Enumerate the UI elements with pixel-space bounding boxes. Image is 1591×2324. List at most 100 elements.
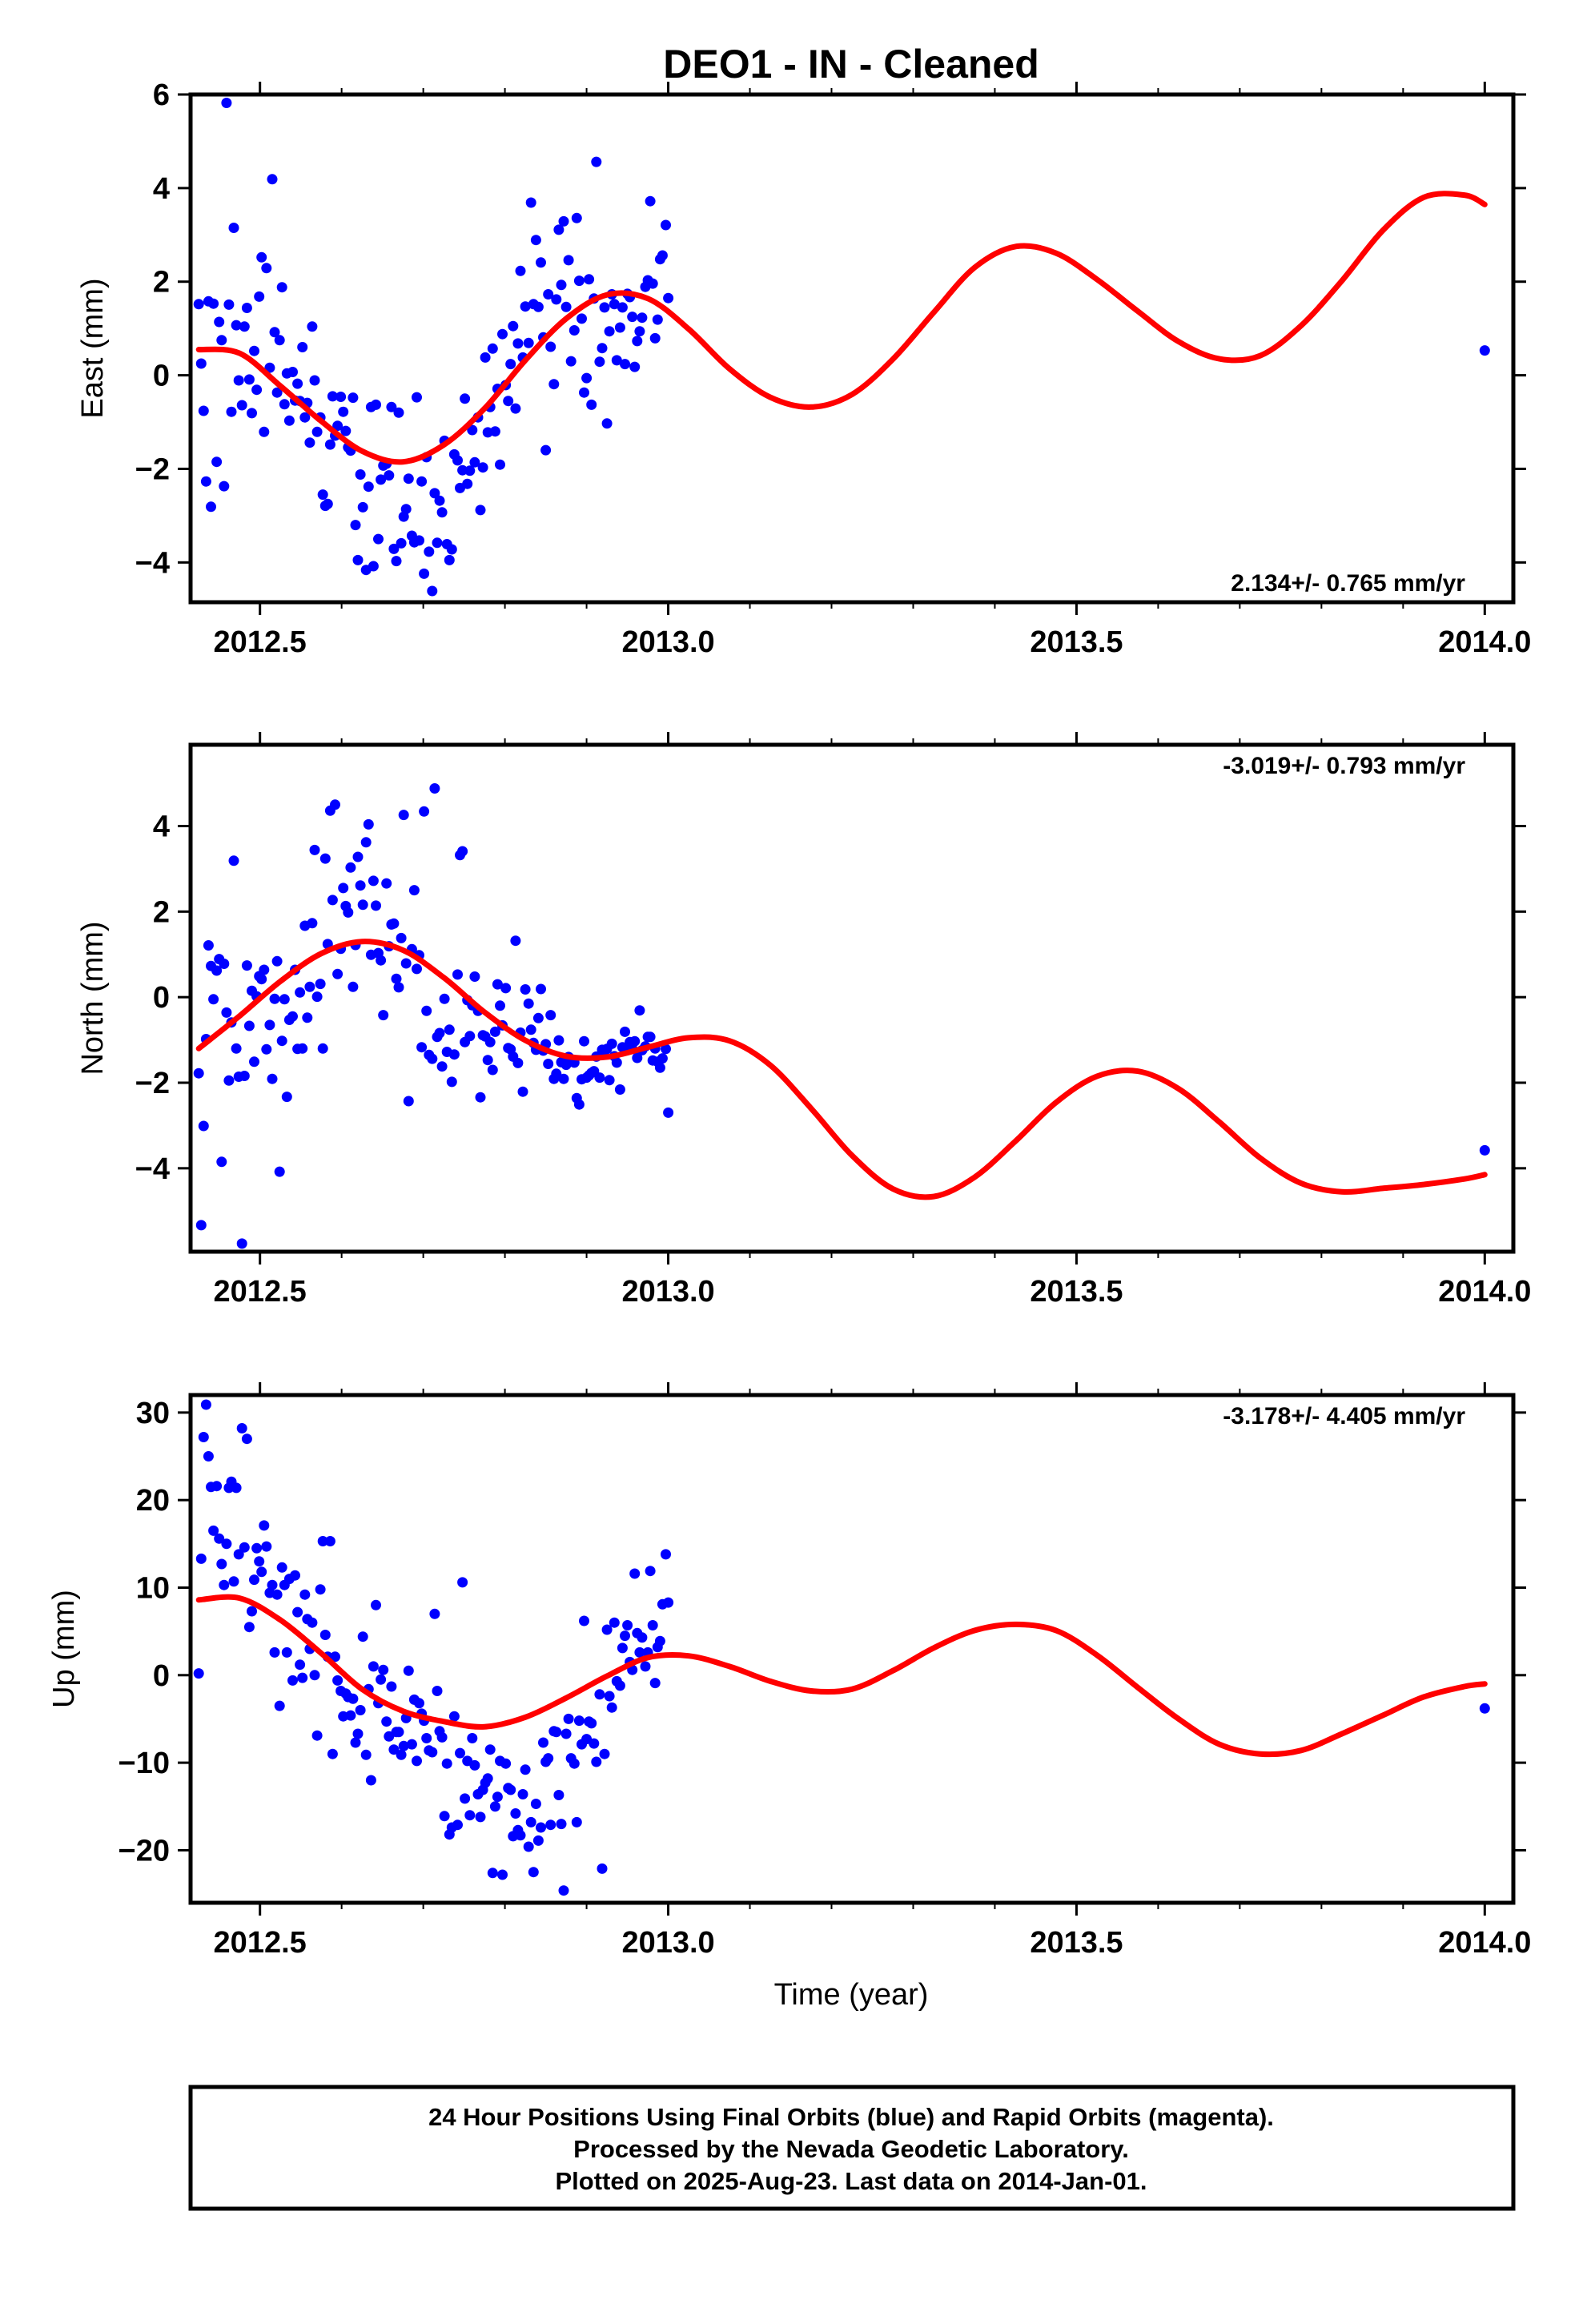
data-point [594, 1689, 605, 1700]
data-point [324, 439, 335, 450]
data-point [591, 1756, 602, 1767]
data-point [357, 899, 368, 911]
data-point [376, 474, 387, 485]
data-point [396, 537, 407, 549]
data-point [482, 1773, 493, 1784]
data-point [436, 507, 448, 518]
data-point [467, 1733, 478, 1743]
data-point [414, 1698, 424, 1709]
data-point [198, 405, 209, 416]
x-tick-label: 2014.0 [1438, 1275, 1531, 1309]
data-point [259, 1520, 270, 1531]
data-point [663, 1107, 674, 1118]
data-point [195, 1220, 207, 1231]
data-point [419, 806, 430, 817]
panel-north: 2012.5 2013.0 2013.5 2014.0 −4 −2 0 2 4 North (mm… [76, 732, 1531, 1309]
data-point [560, 1728, 572, 1739]
caption-line-3: Plotted on 2025-Aug-23. Last data on 201… [555, 2167, 1147, 2195]
x-tick-label: 2014.0 [1438, 625, 1531, 659]
data-point [360, 837, 372, 848]
data-point [368, 1661, 379, 1672]
x-tick-label: 2013.0 [621, 1275, 714, 1309]
data-point [439, 993, 450, 1004]
data-point [551, 1727, 562, 1738]
data-point [614, 1680, 625, 1691]
data-point [569, 1758, 580, 1769]
data-point [223, 1075, 235, 1086]
data-point [200, 1399, 211, 1410]
data-point [406, 1739, 417, 1750]
data-point [508, 320, 519, 332]
data-point [203, 940, 214, 951]
data-point [348, 981, 359, 992]
data-point [586, 1718, 597, 1729]
data-point [343, 907, 354, 918]
data-point [427, 585, 438, 597]
data-point [233, 1549, 244, 1560]
data-point [551, 1068, 562, 1080]
data-point [256, 974, 267, 985]
data-point [439, 1811, 450, 1822]
data-point [441, 1758, 452, 1769]
y-axis-label-east: East (mm) [76, 278, 110, 418]
data-point [376, 1674, 387, 1685]
data-point [581, 372, 593, 384]
plot-frame-north [188, 742, 1516, 1254]
data-point [274, 335, 285, 346]
data-point [510, 1808, 521, 1819]
data-point [523, 337, 534, 348]
data-point [532, 1012, 544, 1023]
data-point [368, 561, 379, 572]
data-point [412, 963, 422, 975]
data-point [203, 1451, 214, 1462]
data-point [256, 251, 267, 263]
data-point [553, 224, 564, 235]
data-point [216, 335, 227, 346]
data-point [241, 303, 252, 313]
data-point [311, 426, 323, 437]
data-point [360, 1749, 372, 1760]
data-point [259, 426, 270, 437]
data-point [311, 991, 323, 1003]
data-point [393, 982, 404, 993]
x-tick-label: 2013.0 [621, 625, 714, 659]
data-point [629, 1568, 641, 1579]
data-point [520, 1764, 531, 1775]
data-point [236, 400, 247, 411]
data-point [661, 1549, 671, 1560]
data-point [299, 412, 311, 423]
data-point [604, 1075, 615, 1086]
x-tick-label: 2013.5 [1030, 1275, 1123, 1309]
data-point [259, 964, 270, 975]
data-point [617, 1642, 628, 1654]
data-point [560, 301, 572, 312]
data-point [457, 846, 468, 857]
data-point [601, 1624, 613, 1635]
data-point [500, 983, 512, 994]
data-point [330, 1651, 340, 1663]
data-point [571, 212, 582, 223]
data-point [416, 476, 428, 487]
data-point [469, 1759, 480, 1771]
data-point [497, 1869, 508, 1880]
data-point [352, 1728, 364, 1739]
data-point [464, 1031, 476, 1042]
data-point [586, 399, 597, 410]
data-point [261, 1043, 272, 1055]
data-point [432, 537, 443, 549]
data-point [487, 343, 498, 354]
data-point [520, 301, 531, 312]
data-point [297, 1043, 308, 1054]
data-point [317, 1043, 328, 1054]
data-point [487, 1064, 498, 1076]
data-point [663, 1597, 674, 1608]
data-point [649, 1678, 661, 1689]
data-point [403, 1665, 414, 1676]
data-point [352, 851, 364, 862]
data-point [525, 1024, 536, 1035]
data-point [398, 1740, 409, 1751]
data-point [193, 299, 204, 310]
y-tick-label: −2 [135, 1067, 170, 1100]
data-point [214, 316, 225, 328]
data-point [530, 1799, 541, 1809]
